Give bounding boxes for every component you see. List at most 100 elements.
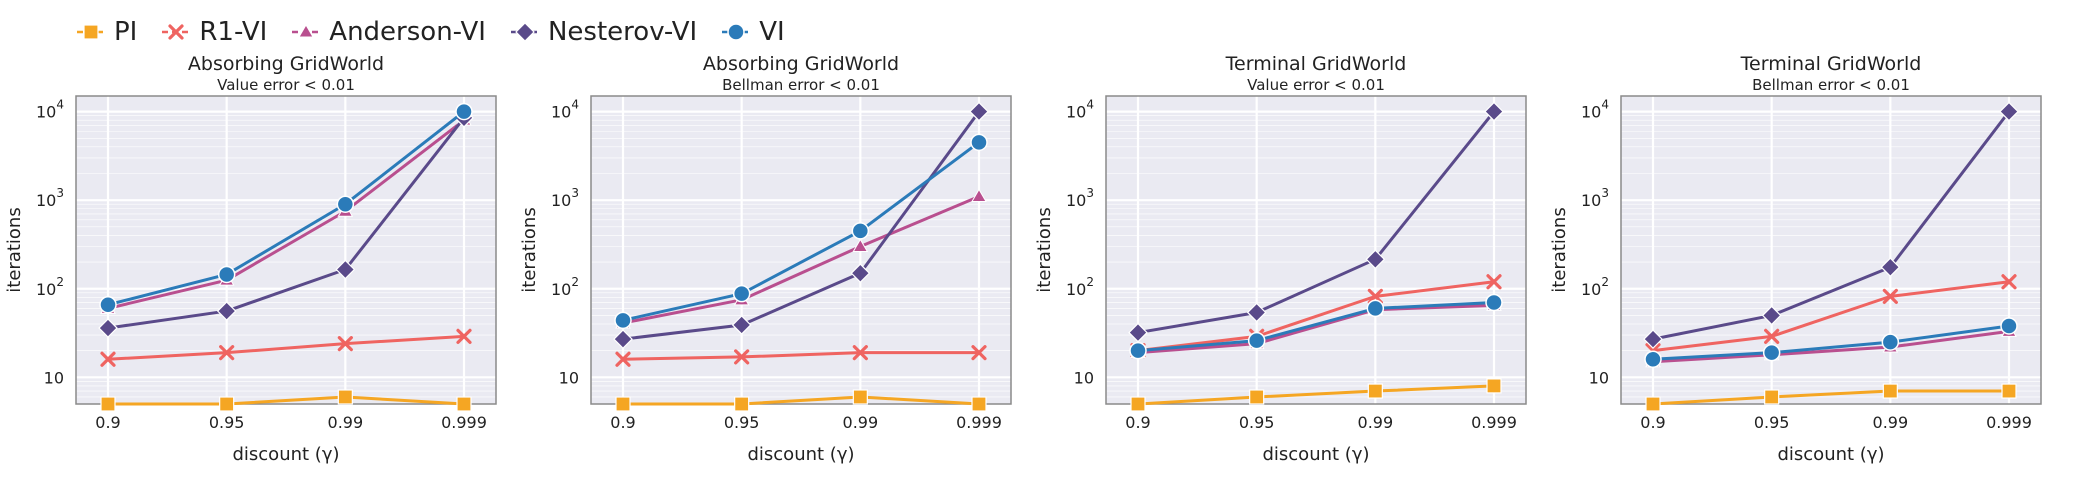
x-tick-label: 0.99 — [328, 413, 364, 432]
data-point-nesterov-vi — [1999, 101, 2019, 122]
legend-marker-pi — [83, 24, 99, 40]
x-tick-label: 0.9 — [1125, 413, 1150, 432]
legend-swatch-anderson-vi — [292, 24, 321, 38]
x-tick-label: 0.95 — [209, 413, 245, 432]
data-point-nesterov-vi — [850, 263, 871, 284]
data-point-pi — [2001, 383, 2017, 399]
series-line-pi — [1652, 389, 2009, 406]
legend-marker-vi — [727, 23, 745, 41]
data-point-nesterov-vi — [1484, 101, 1504, 122]
x-tick-label: 0.9 — [1640, 413, 1665, 432]
data-point-pi — [100, 396, 116, 412]
data-point-r1-vi — [337, 336, 353, 352]
data-point-r1-vi — [971, 345, 987, 361]
chart-title: Absorbing GridWorld — [188, 53, 384, 75]
x-tick-label: 0.999 — [1986, 413, 2032, 432]
x-tick-label: 0.999 — [441, 413, 487, 432]
x-tick-label: 0.999 — [1471, 413, 1517, 432]
data-point-pi — [1645, 396, 1661, 412]
series-nesterov-vi — [1128, 101, 1504, 343]
x-tick-label: 0.9 — [95, 413, 120, 432]
x-axis-label: discount (γ) — [747, 444, 854, 465]
data-point-nesterov-vi — [1643, 329, 1663, 349]
legend: PI R1-VI Anderson-VI Nesterov-VI VI — [76, 12, 785, 52]
data-point-vi — [336, 195, 355, 213]
y-tick-label: 10 — [559, 368, 579, 387]
plot-frame — [1620, 95, 2042, 405]
x-tick-label: 0.95 — [1239, 413, 1275, 432]
data-point-vi — [1881, 333, 1900, 351]
x-tick-label: 0.999 — [956, 413, 1002, 432]
legend-swatch-r1-vi — [162, 24, 191, 40]
x-tick-label: 0.95 — [1754, 413, 1790, 432]
data-point-pi — [219, 396, 235, 412]
data-point-vi — [455, 102, 473, 121]
data-point-nesterov-vi — [98, 318, 118, 338]
data-point-nesterov-vi — [216, 301, 237, 321]
data-point-pi — [1486, 378, 1502, 394]
y-tick-label: 104 — [1581, 98, 1609, 122]
series-line-anderson-vi — [1137, 303, 1495, 355]
data-point-nesterov-vi — [1246, 302, 1267, 323]
chart-title: Absorbing GridWorld — [703, 53, 899, 75]
data-point-r1-vi — [456, 328, 472, 344]
data-point-pi — [1130, 396, 1146, 412]
series-pi — [1130, 378, 1502, 412]
y-axis-label: iterations — [1549, 207, 1570, 292]
data-point-nesterov-vi — [1365, 249, 1386, 270]
y-tick-label: 102 — [1581, 275, 1609, 299]
series-line-pi — [623, 395, 980, 406]
plot-area — [1106, 96, 1526, 404]
data-point-r1-vi — [1882, 288, 1898, 304]
legend-swatch-vi — [722, 23, 751, 41]
series-line-r1-vi — [1652, 280, 2010, 353]
series-pi — [100, 389, 472, 412]
series-vi — [1129, 293, 1503, 360]
series-vi — [1644, 317, 2018, 369]
data-point-r1-vi — [100, 351, 116, 367]
data-point-vi — [1762, 343, 1781, 362]
data-point-pi — [971, 396, 987, 412]
data-point-nesterov-vi — [335, 259, 356, 280]
data-point-pi — [456, 396, 472, 412]
data-point-pi — [852, 389, 868, 405]
series-line-nesterov-vi — [1652, 110, 2011, 341]
plot-area — [1621, 96, 2041, 404]
series-line-nesterov-vi — [107, 116, 466, 330]
data-point-r1-vi — [1367, 288, 1383, 304]
data-point-r1-vi — [615, 351, 631, 367]
legend-item-nesterov-vi: Nesterov-VI — [510, 17, 697, 47]
y-tick-label: 102 — [36, 275, 64, 299]
legend-label: PI — [114, 17, 138, 47]
data-point-pi — [337, 389, 353, 405]
data-point-nesterov-vi — [1128, 322, 1148, 343]
series-r1-vi — [615, 345, 987, 367]
legend-swatch-pi — [77, 24, 105, 40]
legend-label: Nesterov-VI — [547, 17, 698, 47]
y-tick-label: 103 — [1066, 186, 1094, 210]
series-line-anderson-vi — [107, 118, 465, 310]
x-tick-label: 0.99 — [1873, 413, 1909, 432]
series-nesterov-vi — [613, 101, 989, 349]
y-axis-label: iterations — [1034, 207, 1055, 292]
series-line-vi — [1137, 300, 1495, 353]
data-point-vi — [614, 311, 632, 330]
data-point-nesterov-vi — [1761, 305, 1782, 326]
series-line-nesterov-vi — [1137, 110, 1496, 335]
y-tick-label: 10 — [1074, 368, 1094, 387]
legend-item-anderson-vi: Anderson-VI — [291, 17, 486, 47]
plot-frame — [75, 95, 497, 405]
legend-label: VI — [759, 17, 785, 47]
data-point-pi — [1249, 389, 1265, 405]
legend-marker-r1-vi — [168, 24, 184, 40]
data-point-vi — [2000, 317, 2018, 335]
data-point-nesterov-vi — [613, 329, 633, 349]
y-tick-label: 104 — [36, 98, 64, 122]
y-tick-label: 103 — [36, 186, 64, 210]
y-tick-label: 102 — [1066, 275, 1094, 299]
series-r1-vi — [1645, 274, 2017, 359]
series-line-nesterov-vi — [622, 110, 981, 341]
data-point-vi — [1485, 293, 1503, 312]
data-point-pi — [615, 396, 631, 412]
